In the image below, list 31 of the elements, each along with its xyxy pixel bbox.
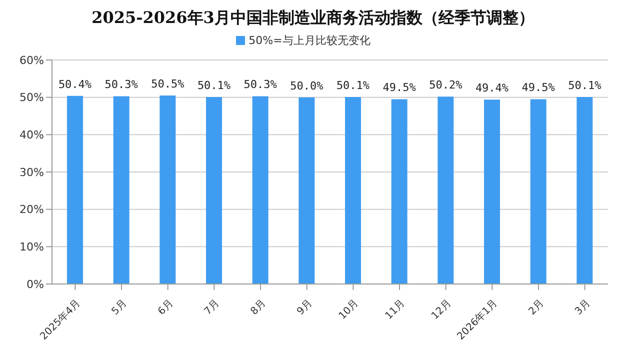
data-label: 49.5% — [382, 81, 416, 94]
x-tick-label: 9月 — [295, 298, 315, 318]
data-label: 50.1% — [197, 78, 231, 92]
data-label: 49.4% — [475, 82, 509, 95]
data-label: 50.5% — [151, 77, 185, 90]
y-tick-label: 40% — [20, 128, 44, 142]
x-tick-label: 8月 — [248, 298, 268, 318]
data-label: 50.4% — [58, 78, 92, 91]
data-label: 50.2% — [429, 78, 463, 92]
x-tick-label: 11月 — [383, 298, 408, 322]
y-tick-label: 0% — [26, 278, 44, 291]
x-tick-label: 7月 — [202, 298, 222, 318]
data-label: 49.5% — [522, 81, 556, 94]
y-tick-label: 60% — [20, 54, 44, 67]
x-tick-label: 12月 — [430, 298, 454, 322]
x-tick-label: 2月 — [526, 298, 546, 318]
data-label: 50.1% — [568, 78, 602, 92]
chart-title: 2025-2026年3月中国非制造业商务活动指数（经季节调整） — [90, 8, 536, 29]
y-tick-label: 10% — [20, 240, 44, 254]
legend-label: 50%=与上月比较无变化 — [248, 34, 370, 47]
x-tick-label: 10月 — [337, 298, 361, 322]
x-tick-label: 3月 — [573, 298, 593, 318]
data-label: 50.1% — [336, 78, 370, 92]
y-tick-label: 50% — [20, 91, 44, 104]
y-tick-label: 20% — [20, 203, 44, 216]
x-tick-label: 5月 — [110, 298, 130, 318]
y-tick-label: 30% — [20, 166, 44, 179]
data-label: 50.3% — [244, 78, 278, 92]
data-label: 50.0% — [290, 79, 324, 92]
x-tick-label: 6月 — [156, 298, 176, 318]
data-label: 50.3% — [104, 78, 138, 92]
